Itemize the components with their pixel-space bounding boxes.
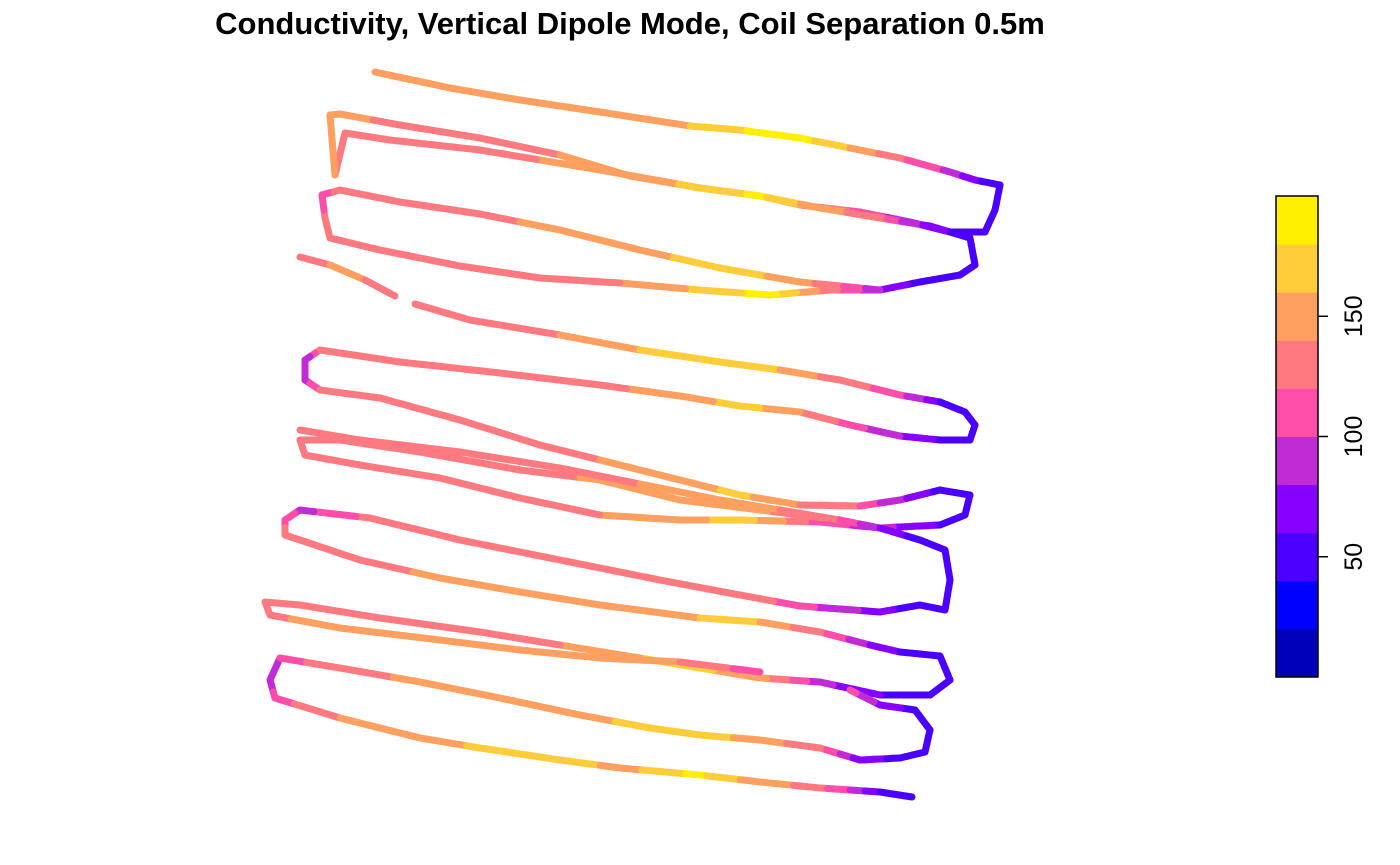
track-point [869,285,884,294]
legend-swatch-6 [1276,388,1318,437]
survey-track-1 [371,68,1004,236]
legend-swatch-3 [1276,532,1318,582]
legend-swatch-5 [1276,436,1318,486]
survey-track-3 [326,110,979,294]
legend-swatch-7 [1276,340,1318,389]
plot-title: Conductivity, Vertical Dipole Mode, Coil… [215,6,1045,41]
legend-swatch-2 [1276,580,1318,630]
survey-track-7 [261,426,954,699]
legend-tick-label-1: 50 [1340,543,1368,571]
legend-tick-label-2: 100 [1340,416,1368,458]
legend-swatch-10 [1276,196,1318,245]
track-point [846,686,860,697]
legend-swatch-8 [1276,292,1318,341]
track-point [385,289,399,300]
legend-swatch-1 [1276,628,1318,678]
track-point [902,792,916,801]
survey-track-8 [266,654,916,801]
survey-track-5 [296,253,399,300]
legend-swatch-9 [1276,244,1318,293]
legend-swatch-4 [1276,484,1318,534]
legend-tick-label-3: 150 [1340,295,1368,337]
track-point [749,667,764,676]
survey-track-4 [318,186,884,299]
survey-track-9 [276,654,934,764]
survey-track-6 [296,300,979,532]
